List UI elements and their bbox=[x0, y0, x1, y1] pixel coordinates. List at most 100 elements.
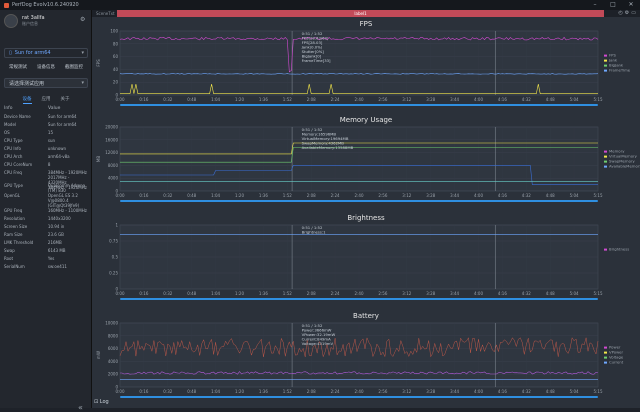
account-info-link[interactable]: 账户信息 bbox=[22, 21, 38, 26]
log-toggle-icon[interactable]: ⊡ bbox=[94, 399, 100, 405]
legend-swatch bbox=[604, 351, 607, 354]
tab-app[interactable]: 应用 bbox=[41, 97, 51, 102]
tab-device[interactable]: 设备 bbox=[22, 97, 32, 104]
log-tab[interactable]: ⊡ Log bbox=[94, 399, 109, 405]
mode-button-device[interactable]: 设备信息 bbox=[37, 65, 55, 70]
x-tick-label: 1:36 bbox=[259, 291, 268, 296]
power-series bbox=[119, 337, 599, 358]
x-tick-label: 0:16 bbox=[139, 291, 148, 296]
info-tabs: 设备 应用 关于 bbox=[0, 96, 92, 104]
x-tick-label: 2:56 bbox=[378, 97, 387, 102]
scene-label[interactable]: label1 bbox=[117, 10, 604, 17]
avatar[interactable] bbox=[4, 14, 18, 28]
x-tick-label: 3:12 bbox=[402, 193, 411, 198]
y-tick-label: 16000 bbox=[105, 137, 118, 142]
x-tick-label: 5:15 bbox=[594, 291, 603, 296]
x-tick-label: 4:00 bbox=[474, 389, 483, 394]
device-select[interactable]: ▯ Sun for arm64 ▾ bbox=[4, 48, 88, 58]
fps-series bbox=[119, 36, 599, 73]
y-tick-label: 0 bbox=[115, 189, 118, 194]
info-row: CPU CoreNum 8 bbox=[2, 162, 90, 170]
info-value: 216MB bbox=[47, 240, 62, 245]
tab-about[interactable]: 关于 bbox=[60, 97, 70, 102]
readout-text: Memory:16596MB bbox=[302, 132, 337, 137]
x-tick-label: 2:08 bbox=[307, 389, 316, 394]
x-tick-label: 1:36 bbox=[259, 193, 268, 198]
x-tick-label: 1:36 bbox=[259, 389, 268, 394]
x-tick-label: 2:08 bbox=[307, 97, 316, 102]
x-tick-label: 1:36 bbox=[259, 97, 268, 102]
mode-button-normal[interactable]: 常规测试 bbox=[9, 65, 27, 70]
app-select[interactable]: 请选择测试应用 ▾ bbox=[4, 78, 88, 88]
user-panel[interactable]: rat 3allfa 账户信息 bbox=[4, 14, 45, 28]
info-row: Root Yes bbox=[2, 256, 90, 264]
legend-swatch bbox=[604, 59, 607, 62]
virtualmemory-series bbox=[120, 147, 598, 163]
legend-swatch bbox=[604, 248, 607, 251]
x-tick-label: 2:40 bbox=[355, 389, 364, 394]
legend-label: Power bbox=[609, 345, 621, 350]
info-row: Screen Size 10.94 in bbox=[2, 224, 90, 232]
info-table: Device Name Sun for arm64 Model Sun for arm… bbox=[2, 114, 90, 272]
info-value: 23.6 GB bbox=[47, 232, 64, 237]
readout-text: 0:51 / 1:52 bbox=[302, 323, 323, 328]
x-tick-label: 3:44 bbox=[450, 389, 459, 394]
x-tick-label: 0:16 bbox=[139, 97, 148, 102]
x-tick-label: 4:32 bbox=[522, 97, 531, 102]
close-icon[interactable]: ✕ bbox=[628, 1, 634, 8]
x-tick-label: 5:04 bbox=[570, 193, 579, 198]
info-key: Swap bbox=[4, 248, 15, 253]
x-tick-label: 2:56 bbox=[378, 389, 387, 394]
legend-label: Memory bbox=[609, 149, 625, 154]
x-tick-label: 2:24 bbox=[331, 389, 340, 394]
toolbar-icons[interactable]: ◴⚙▭ bbox=[618, 10, 638, 16]
readout-text: FPS(28.63/63) bbox=[302, 36, 329, 41]
readout-text: 0:51 / 1:52 bbox=[302, 127, 323, 132]
readout-text: VirtualMemory:19694MB bbox=[302, 136, 349, 141]
y-tick-label: 0.25 bbox=[109, 271, 118, 276]
info-key: LMK Threshold bbox=[4, 240, 34, 245]
info-key: Resolution bbox=[4, 216, 25, 221]
legend-label: Current bbox=[609, 360, 624, 365]
info-table-header: Info Value bbox=[2, 106, 90, 111]
minimize-icon[interactable]: – bbox=[593, 1, 597, 8]
info-row: LMK Threshold 216MB bbox=[2, 240, 90, 248]
readout-text: VPower:32.19mW bbox=[302, 332, 336, 337]
time-scrollbar bbox=[120, 396, 598, 398]
info-key: CPU Info bbox=[4, 146, 21, 151]
x-tick-label: 3:28 bbox=[426, 389, 435, 394]
x-tick-label: 0:16 bbox=[139, 389, 148, 394]
y-tick-label: 20000 bbox=[105, 125, 118, 130]
mode-button-screenshot[interactable]: 截图监控 bbox=[65, 65, 83, 70]
device-name: Sun for arm64 bbox=[14, 50, 51, 56]
legend-swatch bbox=[604, 155, 607, 158]
info-value-header: Value bbox=[48, 106, 61, 111]
x-tick-label: 1:52 bbox=[283, 389, 292, 394]
x-tick-label: 0:00 bbox=[116, 193, 125, 198]
info-value: Qualcomm Adreno (TM) 830 bbox=[47, 183, 86, 193]
time-scrollbar bbox=[120, 298, 598, 300]
y-tick-label: 4000 bbox=[108, 359, 119, 364]
y-tick-label: 0.5 bbox=[112, 255, 119, 260]
y-tick-label: 8000 bbox=[108, 333, 119, 338]
maximize-icon[interactable]: □ bbox=[610, 1, 616, 8]
x-tick-label: 0:48 bbox=[187, 389, 196, 394]
info-key: Device Name bbox=[4, 114, 31, 119]
legend-swatch bbox=[604, 346, 607, 349]
info-row: SerialNum sw:oe411 bbox=[2, 264, 90, 272]
x-tick-label: 0:32 bbox=[163, 291, 172, 296]
x-tick-label: 2:24 bbox=[331, 193, 340, 198]
readout-text: Stutter[0%] bbox=[302, 49, 325, 54]
readout-text: Jank(0.0%) bbox=[301, 45, 323, 50]
info-row: Ram Size 23.6 GB bbox=[2, 232, 90, 240]
gear-icon[interactable]: ⚙ bbox=[80, 16, 86, 23]
x-tick-label: 3:28 bbox=[426, 97, 435, 102]
info-row: CPU Info unknown bbox=[2, 146, 90, 154]
info-value: OpenGL ES 3.2 V@0800.4 (GIT@Qt39Jfe9) bbox=[47, 193, 80, 208]
legend-swatch bbox=[604, 150, 607, 153]
y-tick-label: 40 bbox=[113, 67, 119, 72]
x-tick-label: 0:32 bbox=[163, 389, 172, 394]
legend-label: Jank bbox=[608, 58, 618, 63]
info-key: SerialNum bbox=[4, 264, 25, 269]
chart-title: Memory Usage bbox=[340, 116, 393, 124]
